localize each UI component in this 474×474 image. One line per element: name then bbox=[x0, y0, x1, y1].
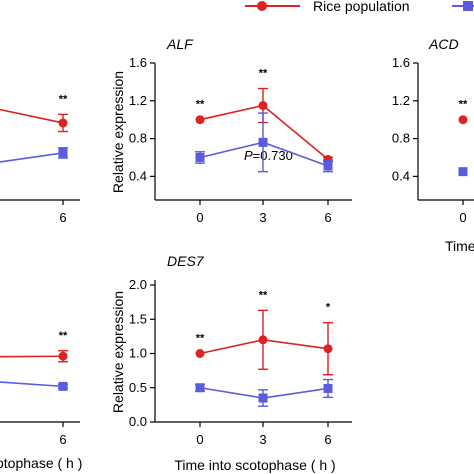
panel-partial-left-top: 6*** bbox=[0, 93, 80, 225]
legend: Rice population bbox=[245, 0, 474, 14]
data-point bbox=[195, 152, 205, 162]
panel-acd: ACD Time 0.4 0.8 1.2 1.6 0 ** bbox=[392, 36, 474, 254]
series-line bbox=[0, 108, 64, 124]
legend-marker-rice bbox=[257, 1, 267, 11]
data-point bbox=[323, 161, 333, 171]
x-tick-label: 0 bbox=[459, 210, 466, 225]
significance-mark: ** bbox=[259, 289, 268, 301]
significance-mark: ** bbox=[259, 68, 268, 80]
panel-title-alf: ALF bbox=[166, 36, 194, 52]
series-line bbox=[0, 355, 64, 358]
data-point bbox=[258, 393, 268, 403]
data-point bbox=[258, 101, 268, 111]
x-axis-label-des7: Time into scotophase ( h ) bbox=[174, 457, 335, 473]
y-tick-label: 0.5 bbox=[129, 380, 147, 395]
y-tick-label: 0.8 bbox=[129, 131, 147, 146]
data-point bbox=[323, 344, 333, 354]
y-tick-label: 1.2 bbox=[392, 93, 410, 108]
significance-mark: ** bbox=[59, 330, 68, 342]
x-tick-label: 0 bbox=[196, 432, 203, 447]
x-tick-label: 6 bbox=[59, 432, 66, 447]
series-line bbox=[0, 152, 64, 163]
data-point bbox=[258, 137, 268, 147]
y-tick-label: 1.2 bbox=[129, 93, 147, 108]
data-point bbox=[58, 351, 68, 361]
data-point bbox=[323, 383, 333, 393]
data-point bbox=[58, 118, 68, 128]
y-tick-label: 1.5 bbox=[129, 311, 147, 326]
data-point bbox=[258, 335, 268, 345]
y-axis-label-des7: Relative expression bbox=[110, 291, 126, 413]
data-point bbox=[195, 349, 205, 358]
panel-des7: DES7 Relative expression Time into scoto… bbox=[110, 253, 352, 473]
data-point bbox=[195, 115, 205, 125]
x-tick-label: 0 bbox=[196, 210, 203, 225]
data-point bbox=[58, 381, 68, 391]
y-tick-label: 1.0 bbox=[129, 346, 147, 361]
significance-mark: ** bbox=[196, 333, 205, 345]
data-point bbox=[458, 167, 468, 177]
significance-mark: ** bbox=[196, 99, 205, 111]
series-line bbox=[0, 381, 64, 388]
x-axis-label-partial-left: otophase ( h ) bbox=[0, 455, 82, 471]
y-tick-label: 0.4 bbox=[392, 168, 410, 183]
y-axis-label-alf: Relative expression bbox=[110, 71, 126, 193]
legend-marker-2 bbox=[463, 1, 473, 11]
legend-label-rice: Rice population bbox=[313, 0, 410, 14]
significance-mark: ** bbox=[459, 99, 468, 111]
data-point bbox=[458, 115, 468, 125]
panel-title-des7: DES7 bbox=[167, 253, 205, 269]
y-tick-label: 0.4 bbox=[129, 168, 147, 183]
x-tick-label: 6 bbox=[324, 210, 331, 225]
y-tick-label: 2.0 bbox=[129, 277, 147, 292]
x-tick-label: 3 bbox=[259, 210, 266, 225]
x-axis-label-partial-acd: Time bbox=[445, 238, 474, 254]
x-tick-label: 3 bbox=[259, 432, 266, 447]
y-tick-label: 1.6 bbox=[129, 55, 147, 70]
panel-alf: ALF Relative expression P=0.730 0.40.81.… bbox=[110, 36, 352, 225]
panel-title-acd: ACD bbox=[428, 36, 459, 52]
y-tick-label: 1.6 bbox=[392, 55, 410, 70]
x-tick-label: 6 bbox=[59, 210, 66, 225]
significance-mark: ** bbox=[59, 93, 68, 105]
significance-mark: * bbox=[326, 302, 331, 314]
y-tick-label: 0.0 bbox=[129, 414, 147, 429]
data-point bbox=[58, 148, 68, 158]
data-point bbox=[195, 383, 205, 393]
y-tick-label: 0.8 bbox=[392, 131, 410, 146]
x-tick-label: 6 bbox=[324, 432, 331, 447]
p-value-prefix: P bbox=[244, 148, 253, 163]
panel-partial-left-bottom: otophase ( h ) 6*** bbox=[0, 330, 82, 471]
